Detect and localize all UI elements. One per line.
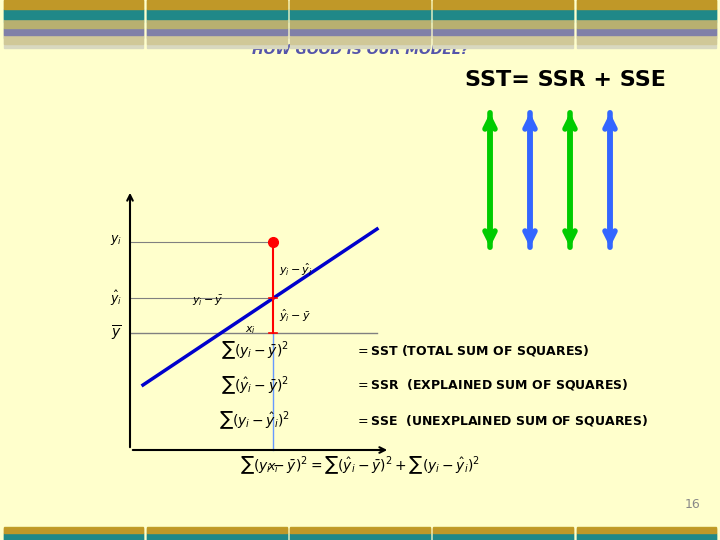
Text: $\overline{y}$: $\overline{y}$ — [112, 323, 122, 343]
Text: $\hat{y}_i$: $\hat{y}_i$ — [109, 289, 122, 308]
Text: 16: 16 — [684, 498, 700, 511]
Text: $=$SSE  (UNEXPLAINED SUM OF SQUARES): $=$SSE (UNEXPLAINED SUM OF SQUARES) — [355, 413, 648, 428]
Text: $=$SST (TOTAL SUM OF SQUARES): $=$SST (TOTAL SUM OF SQUARES) — [355, 342, 590, 357]
Text: $y_i - \bar{y}$: $y_i - \bar{y}$ — [192, 293, 224, 308]
Text: $\sum(y_i - \hat{y}_i)^2$: $\sum(y_i - \hat{y}_i)^2$ — [220, 409, 291, 431]
Text: HOW GOOD IS OUR MODEL?: HOW GOOD IS OUR MODEL? — [252, 43, 468, 57]
Text: $\sum(y_i - \bar{y})^2 = \sum(\hat{y}_i - \bar{y})^2 + \sum(y_i - \hat{y}_i)^2$: $\sum(y_i - \bar{y})^2 = \sum(\hat{y}_i … — [240, 454, 480, 476]
Text: $\hat{y}_i - \bar{y}$: $\hat{y}_i - \bar{y}$ — [279, 307, 311, 324]
Text: $=$SSR  (EXPLAINED SUM OF SQUARES): $=$SSR (EXPLAINED SUM OF SQUARES) — [355, 377, 629, 393]
Text: $\sum(\hat{y}_i - \bar{y})^2$: $\sum(\hat{y}_i - \bar{y})^2$ — [221, 374, 289, 396]
Text: SST= SSR + SSE: SST= SSR + SSE — [464, 70, 665, 90]
Text: $y_i$: $y_i$ — [110, 233, 122, 247]
Text: $x_i$: $x_i$ — [267, 462, 279, 475]
Text: $y_i - \hat{y}_i$: $y_i - \hat{y}_i$ — [279, 262, 312, 278]
Text: $x_i$: $x_i$ — [245, 324, 256, 336]
Text: $\sum(y_i - \bar{y})^2$: $\sum(y_i - \bar{y})^2$ — [221, 339, 289, 361]
